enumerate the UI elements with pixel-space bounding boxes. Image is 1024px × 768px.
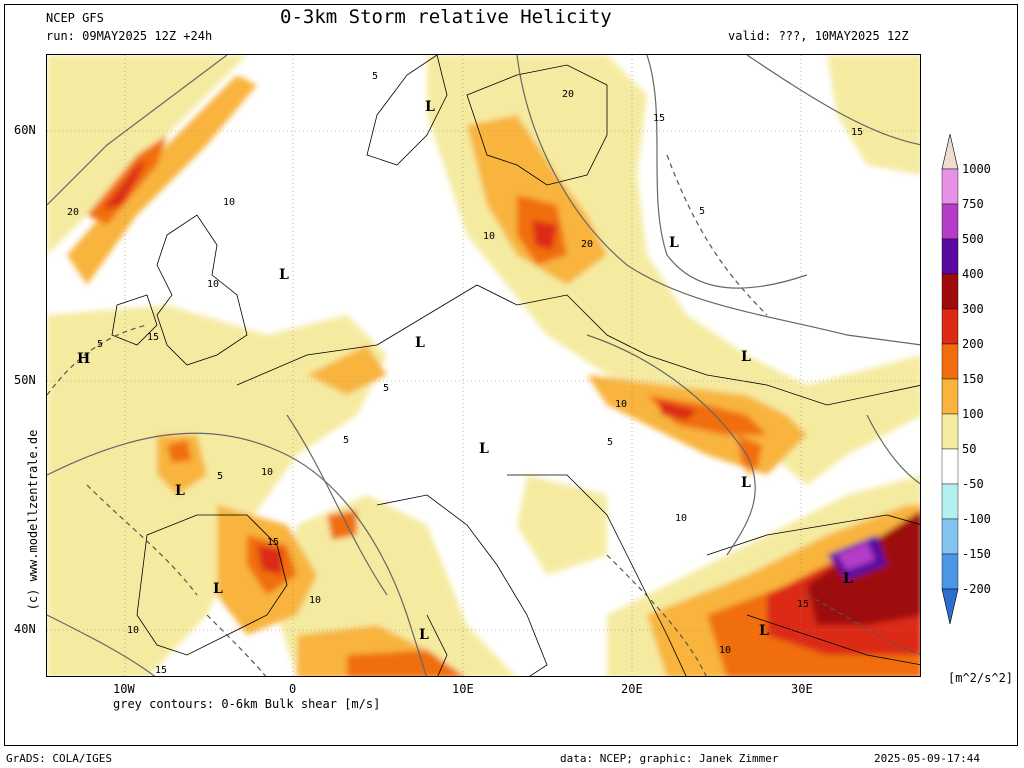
svg-text:10: 10 <box>207 279 219 290</box>
valid-time: valid: ???, 10MAY2025 12Z <box>728 29 909 43</box>
colorbar <box>941 134 959 625</box>
lon-label: 10E <box>452 682 474 696</box>
svg-text:10: 10 <box>675 513 687 524</box>
map-title: 0-3km Storm relative Helicity <box>280 6 612 28</box>
colorbar-segment <box>941 273 959 310</box>
coastlines <box>111 55 920 676</box>
low-label: L <box>741 475 751 491</box>
low-label: L <box>843 571 853 587</box>
colorbar-label: 150 <box>962 372 984 386</box>
colorbar-units: [m^2/s^2] <box>948 671 1014 685</box>
low-label: L <box>759 623 769 639</box>
colorbar-label: 200 <box>962 337 984 351</box>
colorbar-segment <box>941 203 959 240</box>
low-label: L <box>669 235 679 251</box>
colorbar-label: 500 <box>962 232 984 246</box>
colorbar-segment <box>941 168 959 205</box>
model-name: NCEP GFS <box>46 11 104 25</box>
colorbar-segment <box>941 518 959 555</box>
lat-label: 50N <box>14 373 36 387</box>
shear-contours <box>47 55 920 676</box>
svg-text:5: 5 <box>699 206 705 217</box>
svg-text:20: 20 <box>562 89 574 100</box>
svg-text:5: 5 <box>343 435 349 446</box>
svg-text:10: 10 <box>127 625 139 636</box>
svg-text:15: 15 <box>797 599 809 610</box>
low-label: L <box>479 441 489 457</box>
colorbar-cap-bottom <box>941 588 959 625</box>
colorbar-segment <box>941 553 959 590</box>
svg-text:10: 10 <box>719 645 731 656</box>
lat-label: 40N <box>14 622 36 636</box>
svg-text:10: 10 <box>309 595 321 606</box>
shear-contours-dashed <box>47 154 920 676</box>
lat-label: 60N <box>14 123 36 137</box>
colorbar-label: 400 <box>962 267 984 281</box>
lon-label: 30E <box>791 682 813 696</box>
svg-text:10: 10 <box>483 231 495 242</box>
colorbar-segment <box>941 238 959 275</box>
contour-note: grey contours: 0-6km Bulk shear [m/s] <box>113 697 381 711</box>
svg-text:5: 5 <box>383 383 389 394</box>
contour-value-labels: 5 5 5 5 5 5 5 10 10 10 10 10 10 10 10 10… <box>67 71 863 676</box>
colorbar-label: 100 <box>962 407 984 421</box>
svg-text:20: 20 <box>581 239 593 250</box>
low-label: L <box>415 335 425 351</box>
lon-label: 10W <box>113 682 135 696</box>
pressure-labels: L L L L L L L L L L L L H <box>77 99 853 643</box>
map-canvas: L L L L L L L L L L L L H 5 5 5 5 5 5 5 … <box>47 55 920 676</box>
footer-credit: data: NCEP; graphic: Janek Zimmer <box>560 752 779 765</box>
footer-timestamp: 2025-05-09-17:44 <box>874 752 980 765</box>
svg-text:5: 5 <box>372 71 378 82</box>
colorbar-segment <box>941 343 959 380</box>
colorbar-label: -200 <box>962 582 991 596</box>
colorbar-label: -150 <box>962 547 991 561</box>
helicity-map: L L L L L L L L L L L L H 5 5 5 5 5 5 5 … <box>46 54 921 677</box>
footer-software: GrADS: COLA/IGES <box>6 752 112 765</box>
svg-text:10: 10 <box>261 467 273 478</box>
svg-text:15: 15 <box>267 537 279 548</box>
colorbar-label: -100 <box>962 512 991 526</box>
colorbar-label: 300 <box>962 302 984 316</box>
colorbar-cap-top <box>941 134 959 170</box>
svg-text:20: 20 <box>67 207 79 218</box>
low-label: L <box>213 581 223 597</box>
svg-text:10: 10 <box>223 197 235 208</box>
colorbar-label: 750 <box>962 197 984 211</box>
colorbar-label: 50 <box>962 442 977 456</box>
image-frame <box>4 4 1018 746</box>
colorbar-label: -50 <box>962 477 984 491</box>
svg-text:15: 15 <box>851 127 863 138</box>
watermark: (c) www.modellzentrale.de <box>26 429 40 611</box>
colorbar-segment <box>941 448 959 485</box>
lon-label: 0 <box>289 682 297 696</box>
colorbar-label: 1000 <box>962 162 991 176</box>
low-label: L <box>175 483 185 499</box>
colorbar-segment <box>941 483 959 520</box>
svg-text:5: 5 <box>217 471 223 482</box>
svg-text:5: 5 <box>607 437 613 448</box>
colorbar-segment <box>941 308 959 345</box>
svg-text:10: 10 <box>615 399 627 410</box>
svg-text:15: 15 <box>147 332 159 343</box>
low-label: L <box>425 99 435 115</box>
colorbar-segment <box>941 413 959 450</box>
low-label: L <box>419 627 429 643</box>
helicity-fill <box>47 55 920 676</box>
low-label: L <box>741 349 751 365</box>
low-label: L <box>279 267 289 283</box>
colorbar-segment <box>941 378 959 415</box>
run-info: run: 09MAY2025 12Z +24h <box>46 29 213 43</box>
high-label: H <box>77 351 90 367</box>
svg-text:15: 15 <box>653 113 665 124</box>
svg-text:15: 15 <box>155 665 167 676</box>
lon-label: 20E <box>621 682 643 696</box>
svg-text:5: 5 <box>97 339 103 350</box>
